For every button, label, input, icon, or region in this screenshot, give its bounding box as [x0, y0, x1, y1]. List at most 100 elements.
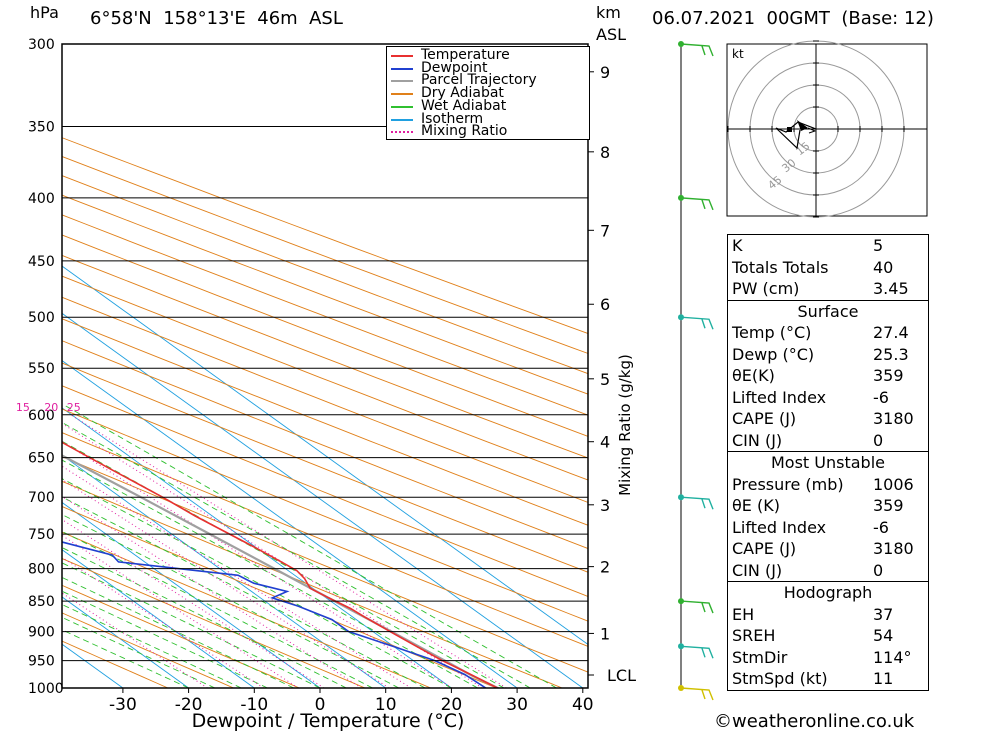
dry-adiabat-line — [62, 640, 169, 688]
mixing-ratio-line — [62, 465, 412, 688]
height-unit-asl: ASL — [596, 25, 627, 44]
surface-row: CIN (J) 0 — [728, 430, 928, 452]
hodograph-label: StmSpd (kt) — [732, 669, 828, 688]
height-unit-km: km — [596, 3, 621, 22]
wet-adiabat-line — [62, 616, 216, 688]
dewpoint-profile — [62, 541, 488, 688]
height-tick-label: 5 — [600, 370, 610, 389]
index-value: 5 — [873, 236, 884, 255]
mixing-ratio-axis-title: Mixing Ratio (g/kg) — [616, 354, 634, 496]
x-tick-label: 10 — [375, 695, 397, 715]
chart-legend: Temperature Dewpoint Parcel Trajectory Dry … — [386, 46, 590, 140]
mixing-ratio-label: 25 — [67, 401, 81, 414]
surface-value: 27.4 — [873, 323, 909, 342]
dry-adiabat-line — [62, 408, 588, 622]
height-tick-label: 4 — [600, 433, 610, 452]
hodograph-marker — [787, 127, 792, 132]
dry-adiabat-line — [62, 175, 588, 375]
most-unstable-value: 359 — [873, 496, 904, 515]
footer-credit: ©weatheronline.co.uk — [714, 711, 915, 732]
dry-adiabat-line — [62, 456, 588, 673]
wet-adiabat-line — [62, 530, 373, 688]
dry-adiabat-line — [62, 506, 497, 688]
hodograph-label: SREH — [732, 626, 776, 645]
height-tick-label: 1 — [600, 624, 610, 643]
pressure-tick-label: 550 — [28, 361, 55, 377]
pressure-tick-label: 900 — [28, 625, 55, 641]
hodograph-row: EH 37 — [728, 604, 928, 626]
most-unstable-section: Most Unstable Pressure (mb) 1006 θE (K) 359… — [728, 451, 928, 581]
indices-table: K 5 Totals Totals 40 PW (cm) 3.45 Surface Tem… — [727, 234, 929, 691]
surface-row: θE(K) 359 — [728, 365, 928, 387]
pressure-tick-label: 450 — [28, 254, 55, 270]
legend-swatch — [391, 105, 413, 108]
legend-swatch — [391, 118, 413, 121]
isotherm-line — [62, 549, 255, 688]
surface-title: Surface — [797, 301, 859, 321]
pressure-tick-label: 700 — [28, 490, 55, 506]
most-unstable-value: 3180 — [873, 539, 914, 558]
surface-label: Dewp (°C) — [732, 344, 815, 364]
most-unstable-row: Pressure (mb) 1006 — [728, 474, 928, 496]
surface-value: 3180 — [873, 409, 914, 428]
surface-value: -6 — [873, 387, 889, 407]
legend-label: Dry Adiabat — [421, 85, 504, 102]
wet-adiabat-line — [62, 478, 452, 688]
wet-adiabat-line — [62, 562, 321, 688]
hodograph-label: EH — [732, 604, 755, 624]
x-tick-label: -30 — [109, 695, 137, 715]
isotherm-line — [62, 454, 386, 688]
location-title: 6°58'N 158°13'E 46m ASL — [90, 8, 343, 29]
pressure-tick-label: 350 — [28, 119, 55, 135]
most-unstable-value: 1006 — [873, 474, 914, 494]
wind-barb — [680, 197, 714, 211]
x-tick-label: -10 — [240, 695, 268, 715]
legend-label: Temperature — [421, 47, 510, 63]
height-tick-label: 9 — [600, 63, 610, 82]
legend-label: Dewpoint — [421, 59, 488, 76]
most-unstable-label: θE (K) — [732, 496, 780, 515]
pressure-tick-label: 650 — [28, 451, 55, 467]
height-tick-label: 6 — [600, 295, 610, 314]
dry-adiabat-line — [62, 584, 300, 688]
height-tick-label: 3 — [600, 496, 610, 515]
legend-swatch — [391, 93, 413, 96]
pressure-tick-label: 750 — [28, 527, 55, 543]
legend-swatch — [391, 67, 413, 70]
mixing-ratio-line — [62, 495, 362, 688]
surface-value: 25.3 — [873, 344, 909, 364]
wind-barb — [680, 496, 714, 510]
x-tick-label: 20 — [441, 695, 463, 715]
legend-swatch — [391, 80, 413, 83]
hodograph-frame — [726, 43, 928, 217]
wind-barb — [680, 687, 714, 701]
mixing-ratio-label: 15 — [16, 401, 30, 414]
dry-adiabat-line — [62, 214, 588, 416]
pressure-tick-label: 500 — [28, 310, 55, 326]
most-unstable-row: CIN (J) 0 — [728, 560, 928, 582]
wind-barb — [680, 600, 714, 614]
hodograph-marker-arrow — [807, 127, 817, 134]
x-tick-label: 40 — [572, 695, 594, 715]
wet-adiabat-line — [62, 421, 531, 688]
plot-frame — [61, 43, 589, 689]
mixing-ratio-line — [62, 478, 390, 688]
surface-label: CAPE (J) — [732, 409, 797, 428]
mixing-ratio-line — [62, 518, 325, 688]
most-unstable-value: -6 — [873, 517, 889, 537]
legend-label: Parcel Trajectory — [421, 72, 537, 89]
index-label: PW (cm) — [732, 279, 800, 298]
wet-adiabat-line — [62, 590, 268, 688]
hodograph-value: 114° — [873, 647, 912, 667]
x-axis-title: Dewpoint / Temperature (°C) — [192, 710, 465, 732]
surface-row: Temp (°C) 27.4 — [728, 322, 928, 344]
surface-row: Lifted Index -6 — [728, 387, 928, 409]
parcel-trajectory-profile — [62, 454, 501, 688]
most-unstable-row: CAPE (J) 3180 — [728, 538, 928, 560]
most-unstable-row: Lifted Index -6 — [728, 517, 928, 539]
surface-label: Lifted Index — [732, 387, 827, 407]
wet-adiabat-line — [62, 576, 294, 688]
most-unstable-label: CAPE (J) — [732, 539, 797, 558]
